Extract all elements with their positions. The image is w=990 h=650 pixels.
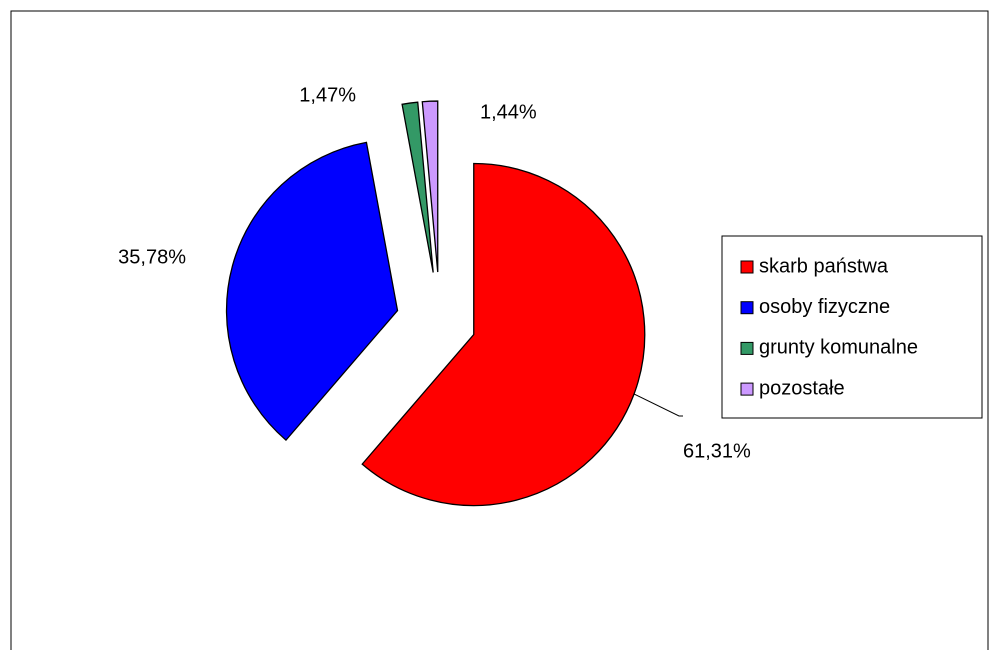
legend-swatch xyxy=(740,341,754,355)
legend-label: skarb państwa xyxy=(759,255,889,277)
leader-line xyxy=(633,393,683,417)
legend-label: osoby fizyczne xyxy=(759,296,890,318)
data-label: 1,47% xyxy=(299,84,356,106)
data-label: 61,31% xyxy=(683,440,751,462)
legend-label: grunty komunalne xyxy=(759,337,918,359)
pie-slice xyxy=(401,101,434,273)
pie-slice xyxy=(225,141,399,442)
legend-swatch xyxy=(740,260,754,274)
legend-swatch xyxy=(740,301,754,315)
legend-label: pozostałe xyxy=(759,377,845,399)
legend-box xyxy=(721,235,983,419)
data-label: 1,44% xyxy=(480,101,537,123)
data-label: 35,78% xyxy=(118,246,186,268)
legend-swatch xyxy=(740,382,754,396)
pie-slice xyxy=(361,162,646,507)
pie-slice xyxy=(421,100,439,273)
